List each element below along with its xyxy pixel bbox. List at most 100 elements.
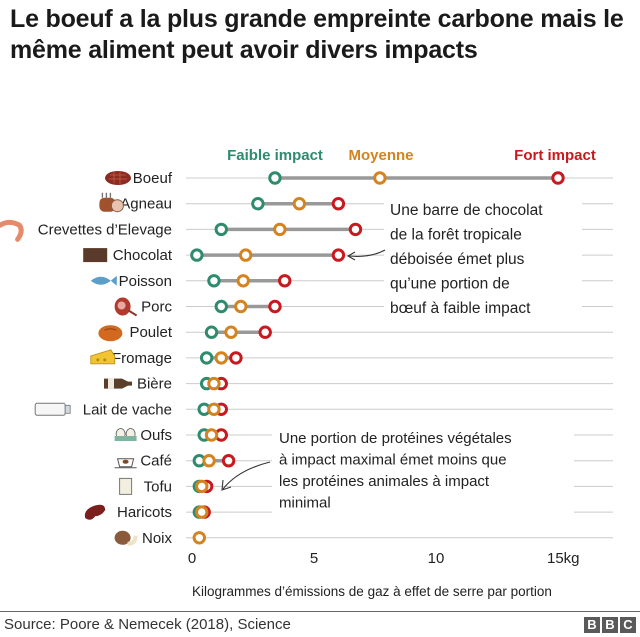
high-impact-dot xyxy=(268,299,282,314)
annotation-plant-protein-text: minimal xyxy=(279,495,331,512)
page-title: Le boeuf a la plus grande empreinte carb… xyxy=(10,5,624,64)
chart: Faible impact Moyenne Fort impact Boeuf Agne… xyxy=(0,147,613,599)
x-axis-label: Kilogrammes d’émissions de gaz à effet d… xyxy=(192,584,552,599)
average-dot xyxy=(192,531,207,545)
low-impact-dot xyxy=(214,299,228,314)
average-dot xyxy=(195,505,209,519)
annotation-plant-protein-text: Une portion de protéines végétales xyxy=(279,430,512,447)
category-label: Agneau xyxy=(120,196,172,213)
x-tick-label: 5 xyxy=(310,550,318,567)
annotation-chocolate-text: Une barre de chocolat xyxy=(390,202,543,219)
legend-low-impact: Faible impact xyxy=(227,147,323,164)
annotation-chocolate-text: de la forêt tropicale xyxy=(390,227,522,244)
low-impact-dot xyxy=(204,325,219,339)
x-tick-label: 15kg xyxy=(547,550,580,567)
average-dot xyxy=(214,351,228,365)
high-impact-dot xyxy=(221,454,236,468)
footer-divider xyxy=(0,611,640,612)
category-label: Lait de vache xyxy=(83,401,172,418)
beer-bottle-icon xyxy=(104,378,132,389)
average-dot xyxy=(373,171,387,185)
annotation-plant-protein-text: à impact maximal émet moins que xyxy=(279,452,507,469)
x-tick-label: 10 xyxy=(428,550,445,567)
annotation-chocolate-text: qu’une portion de xyxy=(390,276,510,293)
fish-icon xyxy=(90,275,117,286)
category-label: Noix xyxy=(142,530,173,547)
average-dot xyxy=(292,197,307,211)
chart-row: Bière xyxy=(137,376,613,393)
average-dot xyxy=(224,325,238,339)
bbc-logo-letter: B xyxy=(602,617,618,633)
x-tick-label: 0 xyxy=(188,550,196,567)
average-dot xyxy=(204,428,219,442)
legend-high-impact: Fort impact xyxy=(514,147,596,164)
shrimp-icon xyxy=(0,219,24,242)
tofu-icon xyxy=(119,477,133,495)
eggs-icon xyxy=(114,428,137,441)
legend-average: Moyenne xyxy=(348,147,413,164)
chart-row: Noix xyxy=(142,530,613,547)
low-impact-dot xyxy=(190,248,204,262)
steak-icon xyxy=(105,171,131,185)
average-dot xyxy=(207,402,221,416)
category-label: Oufs xyxy=(140,427,172,444)
arrow-icon xyxy=(348,249,386,257)
annotation-background xyxy=(272,424,574,514)
chart-row: Fromage xyxy=(112,350,613,367)
average-dot xyxy=(238,248,253,262)
category-label: Boeuf xyxy=(133,170,173,187)
high-impact-dot xyxy=(258,325,272,339)
category-label: Fromage xyxy=(112,350,172,367)
average-dot xyxy=(236,274,250,288)
ham-icon xyxy=(114,297,138,317)
chart-row: Boeuf xyxy=(133,170,613,187)
annotation-chocolate-text: déboisée émet plus xyxy=(390,251,525,268)
high-impact-dot xyxy=(348,222,363,237)
chart-row: Lait de vache xyxy=(83,401,613,418)
category-label: Bière xyxy=(137,376,172,393)
category-label: Crevettes d’Elevage xyxy=(38,221,172,238)
annotation-plant-protein-text: les protéines animales à impact xyxy=(279,473,490,490)
category-label: Haricots xyxy=(117,504,172,521)
low-impact-dot xyxy=(207,274,221,288)
low-impact-dot xyxy=(199,351,214,365)
arrow-icon xyxy=(222,461,271,490)
average-dot xyxy=(195,479,209,494)
cheese-icon xyxy=(90,349,116,365)
lamb-icon xyxy=(99,192,124,213)
bean-icon xyxy=(84,504,106,520)
high-impact-dot xyxy=(331,197,346,211)
bbc-logo-letter: B xyxy=(584,617,600,633)
high-impact-dot xyxy=(331,248,346,262)
category-label: Tofu xyxy=(144,478,172,495)
category-label: Poisson xyxy=(119,273,172,290)
nut-icon xyxy=(114,530,138,546)
arrowhead-icon xyxy=(346,251,356,261)
bbc-logo-letter: C xyxy=(620,617,636,633)
high-impact-dot xyxy=(229,351,243,365)
source-note: Source: Poore & Nemecek (2018), Science xyxy=(4,616,291,633)
category-label: Chocolat xyxy=(113,247,173,264)
chart-row: Chocolat xyxy=(113,247,613,264)
low-impact-dot xyxy=(268,171,282,185)
annotation-background xyxy=(384,193,582,311)
chart-row: Poulet xyxy=(129,324,613,341)
category-label: Poulet xyxy=(129,324,172,341)
low-impact-dot xyxy=(251,197,265,211)
average-dot xyxy=(273,222,287,237)
milk-carton-icon xyxy=(34,402,71,416)
average-dot xyxy=(202,454,216,468)
roast-chicken-icon xyxy=(98,325,123,342)
high-impact-dot xyxy=(278,274,292,288)
average-dot xyxy=(207,376,221,391)
bbc-logo: B B C xyxy=(584,617,636,633)
high-impact-dot xyxy=(551,171,565,185)
category-label: Porc xyxy=(141,299,172,316)
low-impact-dot xyxy=(214,222,228,237)
arrowhead-icon xyxy=(221,479,232,491)
coffee-cup-icon xyxy=(114,458,137,469)
category-label: Café xyxy=(140,453,172,470)
average-dot xyxy=(234,299,248,314)
chocolate-bar-icon xyxy=(83,248,108,263)
annotation-chocolate-text: bœuf à faible impact xyxy=(390,300,531,317)
